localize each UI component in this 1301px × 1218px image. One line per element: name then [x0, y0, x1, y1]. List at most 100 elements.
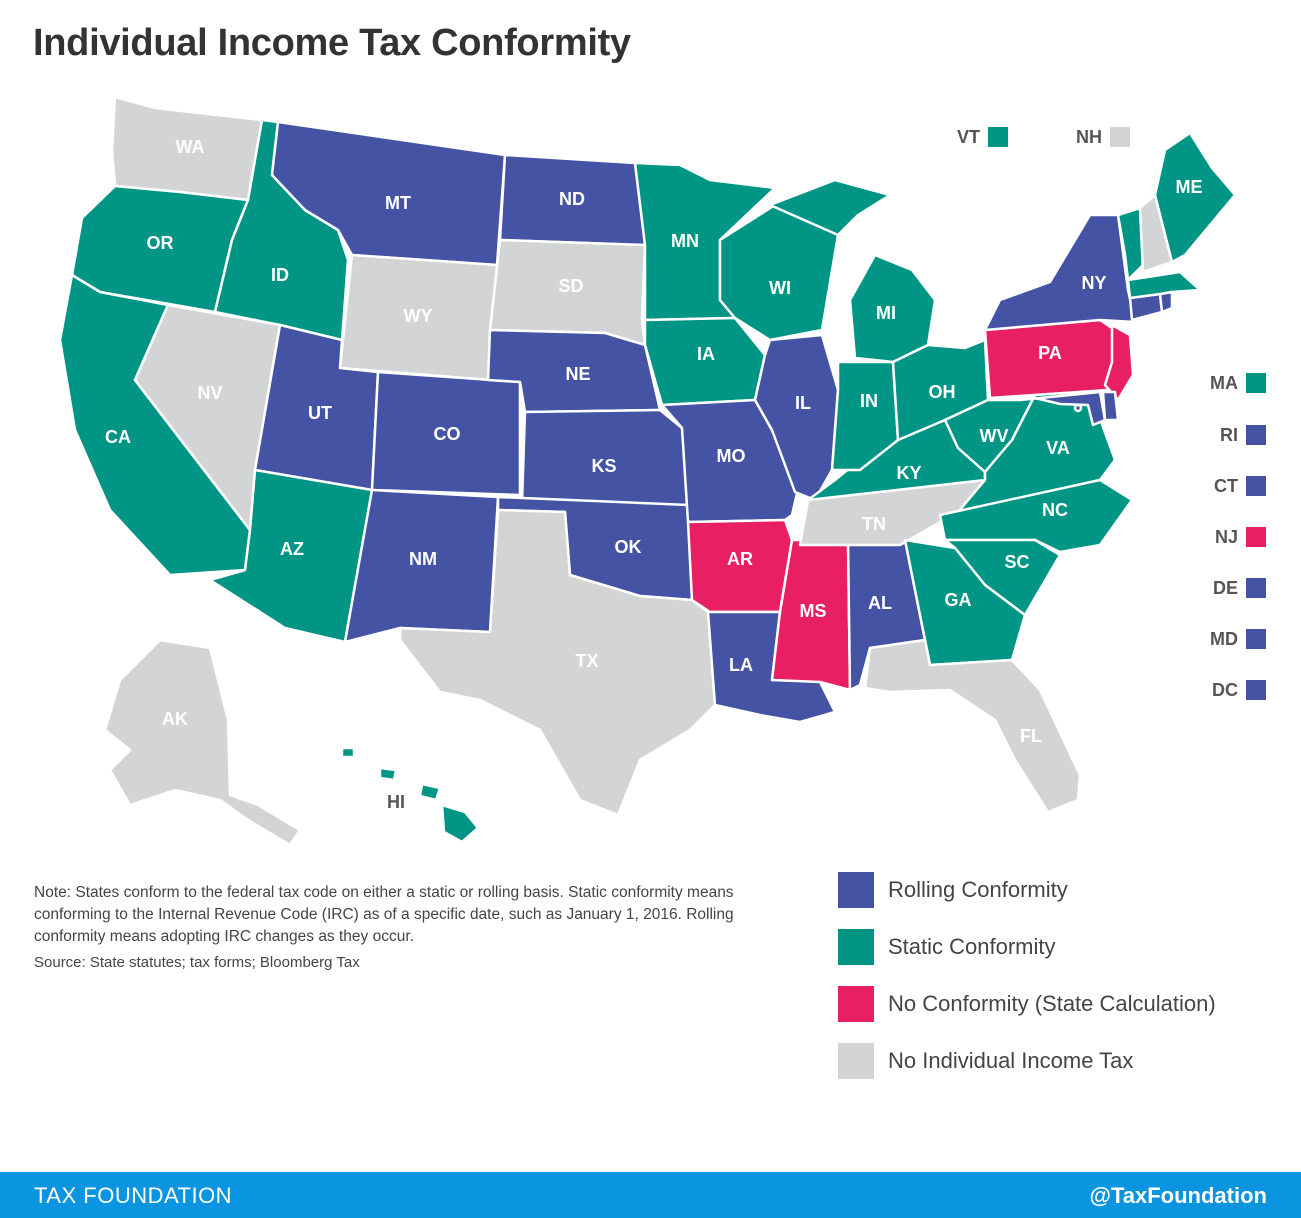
label-me: ME	[1176, 177, 1203, 197]
state-ri[interactable]	[1158, 290, 1174, 314]
label-or: OR	[147, 233, 174, 253]
label-id: ID	[271, 265, 289, 285]
label-tx: TX	[575, 651, 598, 671]
label-fl: FL	[1020, 726, 1042, 746]
label-sd: SD	[558, 276, 583, 296]
label-hi: HI	[387, 792, 405, 812]
label-mn: MN	[671, 231, 699, 251]
label-al: AL	[868, 593, 892, 613]
state-nj[interactable]	[1103, 323, 1135, 402]
legend-label-no-tax: No Individual Income Tax	[888, 1048, 1134, 1073]
label-ms: MS	[800, 601, 827, 621]
callout-vt: VT	[940, 125, 1008, 149]
legend-item-static: Static Conformity	[838, 929, 1216, 965]
callout-nj-swatch	[1246, 527, 1266, 547]
label-ny: NY	[1081, 273, 1106, 293]
state-co[interactable]	[370, 370, 522, 497]
label-mo: MO	[717, 446, 746, 466]
state-hi-maui[interactable]	[418, 782, 442, 802]
state-tx[interactable]	[398, 508, 717, 817]
label-ut: UT	[308, 403, 332, 423]
state-hi[interactable]	[440, 803, 480, 844]
label-ok: OK	[615, 537, 642, 557]
state-fl[interactable]	[863, 638, 1082, 814]
callout-md: MD	[1198, 627, 1266, 651]
label-ca: CA	[105, 427, 131, 447]
callout-ma-swatch	[1246, 373, 1266, 393]
callout-ct-label: CT	[1214, 475, 1238, 496]
state-md[interactable]	[1018, 390, 1107, 427]
label-wv: WV	[980, 426, 1009, 446]
state-vt[interactable]	[1116, 206, 1145, 282]
state-ma[interactable]	[1126, 270, 1202, 300]
label-la: LA	[729, 655, 753, 675]
callout-ri: RI	[1198, 423, 1266, 447]
state-mi[interactable]	[768, 178, 937, 364]
legend-swatch-rolling	[838, 872, 874, 908]
callout-ri-swatch	[1246, 425, 1266, 445]
label-il: IL	[795, 393, 811, 413]
callout-dc: DC	[1198, 678, 1266, 702]
legend-item-none: No Conformity (State Calculation)	[838, 986, 1216, 1022]
page-title: Individual Income Tax Conformity	[33, 22, 631, 64]
callout-nh-swatch	[1110, 127, 1130, 147]
callout-nj-label: NJ	[1214, 526, 1238, 547]
state-hi-kauai[interactable]	[340, 746, 356, 759]
legend-swatch-static	[838, 929, 874, 965]
callout-ma-label: MA	[1210, 372, 1238, 393]
label-co: CO	[434, 424, 461, 444]
label-nv: NV	[197, 383, 222, 403]
state-ny[interactable]	[983, 213, 1137, 332]
label-sc: SC	[1004, 552, 1029, 572]
label-oh: OH	[929, 382, 956, 402]
callout-nh-label: NH	[1076, 126, 1102, 147]
legend-swatch-no-tax	[838, 1043, 874, 1079]
label-ak: AK	[162, 709, 188, 729]
state-oh[interactable]	[891, 338, 990, 442]
legend-item-rolling: Rolling Conformity	[838, 872, 1216, 908]
label-ia: IA	[697, 344, 715, 364]
label-ky: KY	[896, 463, 921, 483]
state-hi-oahu[interactable]	[378, 766, 398, 782]
callout-dc-swatch	[1246, 680, 1266, 700]
state-il[interactable]	[753, 333, 840, 502]
callout-dc-label: DC	[1212, 679, 1238, 700]
label-in: IN	[860, 391, 878, 411]
label-mi: MI	[876, 303, 896, 323]
legend-label-none: No Conformity (State Calculation)	[888, 991, 1216, 1016]
callout-de-label: DE	[1212, 577, 1238, 598]
state-dc[interactable]	[1073, 403, 1083, 413]
label-pa: PA	[1038, 343, 1062, 363]
label-wi: WI	[769, 278, 791, 298]
state-labels: WA OR CA NV ID MT WY UT AZ CO NM ND SD N…	[105, 137, 1203, 812]
callout-ma: MA	[1198, 371, 1266, 395]
state-hi-group	[340, 746, 480, 844]
state-me[interactable]	[1153, 131, 1237, 264]
note-text: Note: States conform to the federal tax …	[34, 884, 734, 945]
legend: Rolling Conformity Static Conformity No …	[838, 872, 1216, 1100]
callout-vt-label: VT	[956, 126, 980, 147]
label-va: VA	[1046, 438, 1070, 458]
callout-md-swatch	[1246, 629, 1266, 649]
label-ar: AR	[727, 549, 753, 569]
callout-vt-swatch	[988, 127, 1008, 147]
source-text: Source: State statutes; tax forms; Bloom…	[34, 954, 360, 971]
legend-label-rolling: Rolling Conformity	[888, 877, 1068, 902]
label-ga: GA	[945, 590, 972, 610]
state-ak[interactable]	[103, 638, 302, 847]
label-ne: NE	[565, 364, 590, 384]
footer-handle-link[interactable]: @TaxFoundation	[1089, 1183, 1267, 1208]
label-nd: ND	[559, 189, 585, 209]
state-va[interactable]	[956, 388, 1117, 514]
callout-de-swatch	[1246, 578, 1266, 598]
legend-swatch-none	[838, 986, 874, 1022]
callout-nh: NH	[1062, 125, 1130, 149]
callout-md-label: MD	[1210, 628, 1238, 649]
label-wa: WA	[176, 137, 205, 157]
label-ks: KS	[591, 456, 616, 476]
label-wy: WY	[404, 306, 433, 326]
footer-bar: TAX FOUNDATION @TaxFoundation	[0, 1172, 1301, 1218]
us-map: WA OR CA NV ID MT WY UT AZ CO NM ND SD N…	[58, 95, 1237, 847]
callout-de: DE	[1198, 576, 1266, 600]
legend-label-static: Static Conformity	[888, 934, 1056, 959]
